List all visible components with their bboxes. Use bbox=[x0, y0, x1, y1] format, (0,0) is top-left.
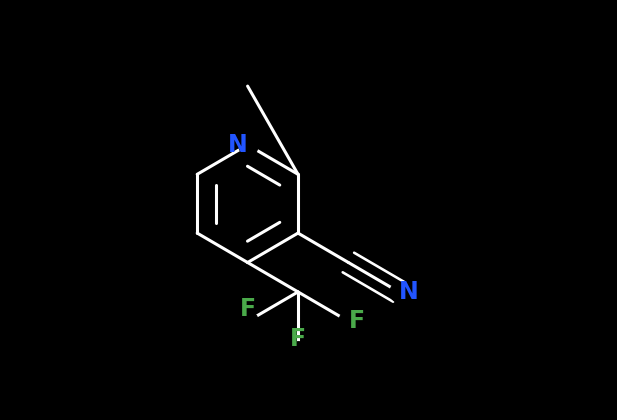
Text: F: F bbox=[349, 309, 365, 333]
Text: N: N bbox=[399, 280, 418, 304]
Text: F: F bbox=[290, 327, 306, 351]
Text: N: N bbox=[228, 133, 247, 157]
Text: F: F bbox=[239, 297, 255, 321]
